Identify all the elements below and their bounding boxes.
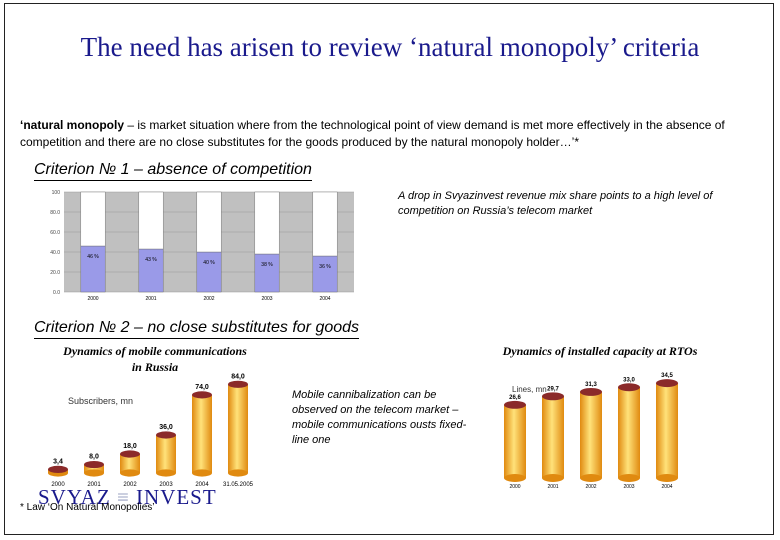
bar-segment-rest (254, 191, 280, 255)
bar-base (656, 474, 678, 482)
y-tick-label: 80.0 (50, 210, 60, 216)
bar-base (618, 474, 640, 482)
bar-cap (656, 379, 678, 388)
definition-body: – is market situation where from the tec… (20, 118, 725, 149)
bar-body (656, 383, 678, 478)
data-label: 18,0 (123, 443, 137, 450)
x-tick-label: 31.05.2005 (223, 482, 254, 488)
y-tick-label: 40.0 (50, 250, 60, 256)
bar-body (228, 384, 248, 473)
data-label: 38 % (261, 262, 273, 268)
x-tick-label: 2000 (51, 482, 65, 488)
data-label: 34,5 (661, 373, 673, 379)
x-tick-label: 2004 (319, 296, 330, 302)
bar-base (228, 469, 248, 477)
bar-segment-rest (312, 191, 338, 257)
bar-cap (504, 400, 526, 409)
bar-cap (228, 380, 248, 388)
bar-base (542, 474, 564, 482)
data-label: 29,7 (547, 386, 559, 392)
bar-segment-rest (80, 191, 106, 247)
bar-cap (542, 392, 564, 401)
bar-base (580, 474, 602, 482)
data-label: 26,6 (509, 395, 521, 401)
bar-segment-rest (138, 191, 164, 250)
x-tick-label: 2001 (547, 484, 558, 490)
svyazinvest-logo: SVYAZ ≡ INVEST (38, 485, 217, 509)
mobile-chart-title: Dynamics of mobile communications in Rus… (63, 344, 247, 374)
x-tick-label: 2001 (87, 482, 101, 488)
bar-base (120, 469, 140, 477)
capacity-chart-title: Dynamics of installed capacity at RTOs (502, 344, 698, 358)
y-tick-label: 0.0 (53, 290, 60, 296)
x-tick-label: 2004 (195, 482, 209, 488)
data-label: 3,4 (53, 458, 63, 465)
cannibalization-note: Mobile cannibalization can be observed o… (292, 389, 467, 446)
slide-frame (4, 3, 774, 535)
data-label: 36 % (319, 264, 331, 270)
definition-term: ‘natural monopoly (20, 118, 125, 132)
mobile-subscribers-chart: Subscribers, mn 3,4 2000 8,0 2001 18,0 2002 36,… (48, 373, 254, 488)
bar-body (504, 404, 526, 478)
bar-base (84, 469, 104, 477)
bar-body (580, 391, 602, 478)
bar-body (120, 454, 140, 473)
bar-body (618, 387, 640, 478)
bar-base (192, 469, 212, 477)
x-tick-label: 2001 (145, 296, 156, 302)
bar-cap (48, 465, 68, 474)
slide-title: The need has arisen to review ‘natural m… (80, 32, 700, 62)
criterion-1-heading: Criterion № 1 – absence of competition (34, 160, 312, 181)
bar-cap (580, 387, 602, 396)
y-tick-label: 60.0 (50, 230, 60, 236)
bar-body (542, 396, 564, 478)
bar-body (156, 435, 176, 473)
x-tick-label: 2002 (585, 484, 596, 490)
data-label: 36,0 (159, 424, 173, 431)
x-tick-label: 2002 (123, 482, 137, 488)
data-label: 33,0 (623, 377, 635, 383)
bar-base (156, 469, 176, 477)
bar-segment-share (254, 253, 280, 293)
bar-cap (156, 431, 176, 439)
bar-cap (618, 383, 640, 392)
criterion-2-heading: Criterion № 2 – no close substitutes for… (34, 318, 360, 339)
bar-cap (120, 450, 140, 458)
bar-segment-rest (196, 191, 222, 253)
x-tick-label: 2000 (509, 484, 520, 490)
revenue-share-chart: 0.0 20.0 40.0 60.0 80.0 100 46 % 2000 43 % 2001 40… (50, 190, 354, 302)
bar-segment-share (196, 251, 222, 293)
x-tick-label: 2003 (261, 296, 272, 302)
data-label: 74,0 (195, 384, 209, 391)
data-label: 31,3 (585, 382, 597, 388)
criterion-1-note: A drop in Svyazinvest revenue mix share … (398, 190, 713, 217)
x-tick-label: 2000 (87, 296, 98, 302)
bar-segment-share (138, 248, 164, 293)
bar-base (504, 474, 526, 482)
y-tick-label: 20.0 (50, 270, 60, 276)
bar-cap (192, 391, 212, 399)
x-tick-label: 2002 (203, 296, 214, 302)
y-axis-unit: Lines, mn (512, 385, 547, 394)
data-label: 46 % (87, 254, 99, 260)
data-label: 40 % (203, 260, 215, 266)
bar-body (192, 394, 212, 473)
data-label: 8,0 (89, 454, 99, 461)
bar-body (84, 464, 104, 473)
data-label: 84,0 (231, 373, 245, 380)
x-tick-label: 2004 (661, 484, 672, 490)
definition-text: ‘natural monopoly – is market situation … (20, 117, 760, 151)
bar-segment-share (80, 245, 106, 293)
y-axis-unit: Subscribers, mn (68, 396, 133, 406)
x-tick-label: 2003 (623, 484, 634, 490)
x-tick-label: 2003 (159, 482, 173, 488)
y-tick-label: 100 (52, 190, 61, 196)
bar-segment-share (312, 255, 338, 293)
data-label: 43 % (145, 257, 157, 263)
footnote: * Law ‘On Natural Monopolies’ (20, 502, 155, 513)
bar-cap (84, 460, 104, 469)
